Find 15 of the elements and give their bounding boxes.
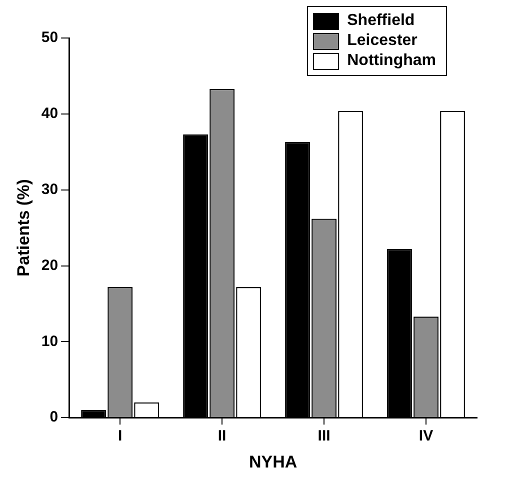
y-axis-title: Patients (%) [14,179,33,276]
x-tick-label: I [118,428,122,445]
y-tick-label: 40 [41,105,58,122]
y-tick-label: 0 [50,408,58,426]
x-tick-label: III [318,428,330,445]
y-tick-label: 10 [41,332,58,350]
y-tick-label: 20 [41,256,58,274]
x-tick-label: II [218,428,226,445]
y-tick-label: 30 [41,180,58,198]
legend-label: Nottingham [347,52,436,70]
legend-label: Leicester [347,32,418,50]
legend-label: Sheffield [347,12,415,30]
x-tick-label: IV [418,428,434,445]
x-axis-title: NYHA [248,452,298,472]
y-tick-label: 50 [41,29,58,46]
